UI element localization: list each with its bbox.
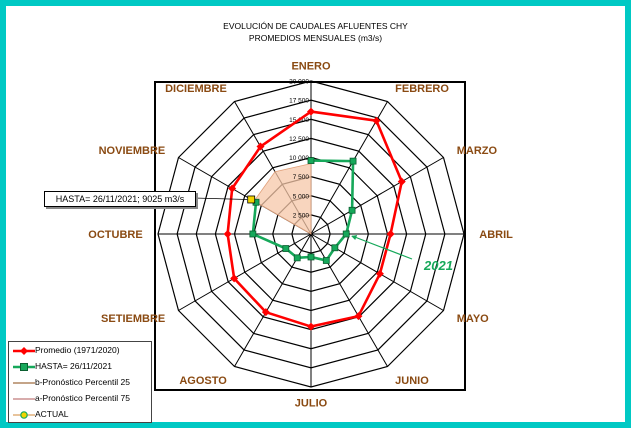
callout-leader xyxy=(193,197,248,200)
data-point xyxy=(307,157,315,164)
data-point xyxy=(322,257,330,264)
legend-label: b-Pronóstico Percentil 25 xyxy=(35,377,130,387)
data-point xyxy=(375,269,384,278)
data-point xyxy=(397,177,406,186)
month-label: MAYO xyxy=(457,313,489,325)
tick-label: 2 500 xyxy=(293,212,310,219)
data-point xyxy=(223,230,232,238)
series-group xyxy=(223,107,406,331)
legend-item-promedio: Promedio (1971/2020) xyxy=(9,344,153,358)
data-point xyxy=(282,245,290,252)
month-label: NOVIEMBRE xyxy=(99,145,166,157)
data-point xyxy=(249,230,257,238)
data-point xyxy=(230,274,239,283)
tick-label: 10 000 xyxy=(289,155,309,162)
legend-item-actual: ACTUAL xyxy=(9,408,153,422)
legend-label: a-Pronóstico Percentil 75 xyxy=(35,393,130,403)
grid-spoke xyxy=(310,101,388,235)
data-point xyxy=(331,244,339,252)
grid-spoke xyxy=(310,233,388,367)
actual-callout: HASTA= 26/11/2021; 9025 m3/s xyxy=(44,191,196,207)
legend-item-p25: b-Pronóstico Percentil 25 xyxy=(9,376,153,390)
month-label: ABRIL xyxy=(479,229,513,241)
year-label: 2021 xyxy=(423,258,453,273)
forecast-band-area xyxy=(253,163,312,235)
legend-item-hasta: HASTA= 26/11/2021 xyxy=(9,360,153,374)
actual-point xyxy=(247,195,256,204)
data-point xyxy=(354,312,363,321)
year-arrow-head xyxy=(351,235,358,240)
legend: Promedio (1971/2020) HASTA= 26/11/2021 b… xyxy=(8,341,152,423)
year-arrow xyxy=(351,235,413,260)
data-point xyxy=(256,142,265,151)
tick-label: 7 500 xyxy=(293,174,310,181)
legend-label: ACTUAL xyxy=(35,409,69,419)
month-label: FEBRERO xyxy=(395,83,449,95)
data-point xyxy=(349,157,357,165)
data-point xyxy=(307,322,315,331)
legend-label: Promedio (1971/2020) xyxy=(35,345,120,355)
month-label: OCTUBRE xyxy=(88,229,142,241)
month-label: JUNIO xyxy=(395,375,429,387)
tick-label: 5 000 xyxy=(293,193,310,200)
tick-label: 20 000 xyxy=(289,79,309,86)
data-point xyxy=(372,116,381,125)
data-point xyxy=(386,230,395,238)
data-point xyxy=(348,206,356,214)
month-label: DICIEMBRE xyxy=(165,83,227,95)
chart-title-line2: PROMEDIOS MENSUALES (m3/s) xyxy=(248,33,383,43)
month-label: JULIO xyxy=(295,397,328,409)
grid-spoke xyxy=(310,157,444,235)
data-point xyxy=(293,254,301,262)
legend-label: HASTA= 26/11/2021 xyxy=(35,361,112,371)
month-labels: ENERO FEBRERO MARZO ABRIL MAYO JUNIO JULIO AGOS… xyxy=(88,61,513,410)
tick-label: 17 500 xyxy=(289,98,309,105)
tick-label: 12 500 xyxy=(289,136,309,143)
data-point xyxy=(228,184,237,193)
annotations: 2021 xyxy=(193,197,453,273)
month-label: ENERO xyxy=(291,61,331,73)
data-point xyxy=(307,107,315,116)
month-label: MARZO xyxy=(457,145,498,157)
data-point xyxy=(307,253,315,261)
chart-title-line1: EVOLUCIÓN DE CAUDALES AFLUENTES CHY xyxy=(223,21,408,31)
month-label: SETIEMBRE xyxy=(101,313,165,325)
month-label: AGOSTO xyxy=(179,375,227,387)
data-point xyxy=(342,230,350,238)
legend-item-p75: a-Pronóstico Percentil 75 xyxy=(9,392,153,406)
forecast-band xyxy=(253,163,312,235)
data-point xyxy=(261,308,270,317)
